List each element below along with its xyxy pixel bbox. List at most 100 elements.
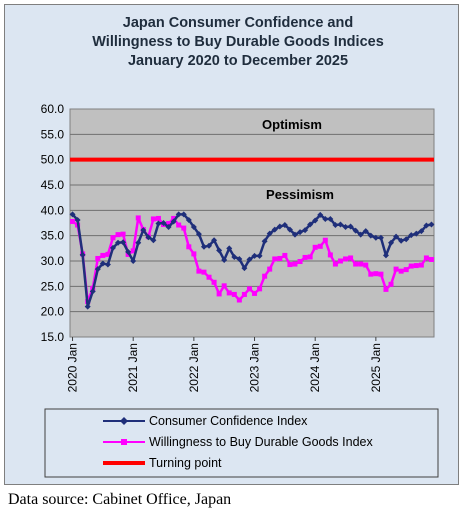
data-point xyxy=(105,251,111,257)
data-point xyxy=(272,256,278,262)
data-point xyxy=(362,228,369,235)
data-point xyxy=(155,215,161,221)
data-point xyxy=(150,216,156,222)
data-point xyxy=(277,255,283,261)
data-point xyxy=(282,252,288,258)
data-point xyxy=(423,255,429,261)
data-point xyxy=(382,252,389,259)
data-point xyxy=(257,286,263,292)
y-tick-label: 55.0 xyxy=(41,127,65,141)
data-point xyxy=(367,232,374,239)
data-point xyxy=(271,226,278,233)
data-point xyxy=(79,251,86,258)
data-point xyxy=(89,288,96,295)
data-point xyxy=(428,221,435,228)
data-point xyxy=(373,271,379,277)
x-tick-label: 2020 Jan xyxy=(66,343,80,392)
y-tick-label: 20.0 xyxy=(41,305,65,319)
data-point xyxy=(252,290,258,296)
chart-title: Japan Consumer Confidence and Willingnes… xyxy=(92,15,384,69)
data-point xyxy=(408,232,415,239)
data-point xyxy=(120,239,127,246)
data-point xyxy=(186,244,192,250)
data-point xyxy=(357,231,364,238)
data-point xyxy=(307,254,313,260)
data-point xyxy=(110,235,116,241)
x-tick-label: 2022 Jan xyxy=(187,343,201,392)
x-axis-ticks: 2020 Jan 2021 Jan 2022 Jan 2023 Jan 2024 Jan… xyxy=(66,337,383,392)
data-point xyxy=(297,259,303,265)
data-point xyxy=(70,218,76,224)
y-tick-label: 15.0 xyxy=(41,330,65,344)
data-point xyxy=(221,283,227,289)
x-tick-label: 2024 Jan xyxy=(308,343,322,392)
data-point xyxy=(155,220,162,227)
legend-marker-willingness xyxy=(121,439,127,445)
data-point xyxy=(378,271,384,277)
data-point xyxy=(251,252,258,259)
data-point xyxy=(363,262,369,268)
data-point xyxy=(84,303,91,310)
data-point xyxy=(231,291,237,297)
legend-label-consumer-confidence: Consumer Confidence Index xyxy=(149,414,308,428)
data-point xyxy=(337,258,343,264)
data-point xyxy=(332,261,338,267)
pessimism-label: Pessimism xyxy=(266,187,334,202)
data-point xyxy=(337,221,344,228)
data-point xyxy=(181,225,187,231)
data-point xyxy=(246,286,252,292)
data-point xyxy=(211,279,217,285)
data-point xyxy=(115,232,121,238)
data-point xyxy=(160,220,167,226)
legend-marker-consumer-confidence xyxy=(120,417,128,425)
data-point xyxy=(135,239,142,246)
data-point xyxy=(226,245,233,252)
data-point xyxy=(175,211,182,218)
data-point xyxy=(206,242,213,249)
data-point xyxy=(99,260,106,267)
data-point xyxy=(413,230,420,237)
data-point xyxy=(150,237,157,244)
data-point xyxy=(201,269,207,275)
data-point xyxy=(69,211,76,218)
data-point xyxy=(191,251,197,257)
y-tick-label: 25.0 xyxy=(41,279,65,293)
plot-area xyxy=(69,108,435,338)
y-tick-label: 35.0 xyxy=(41,229,65,243)
data-point xyxy=(307,221,314,228)
data-point xyxy=(352,227,359,234)
data-point xyxy=(418,262,424,268)
data-point xyxy=(312,244,318,250)
legend-item-turning-point: Turning point xyxy=(103,456,222,470)
title-line-1: Japan Consumer Confidence and xyxy=(123,15,353,31)
title-line-2: Willingness to Buy Durable Goods Indices xyxy=(92,34,384,50)
data-point xyxy=(236,255,243,262)
data-source-note: Data source: Cabinet Office, Japan xyxy=(8,491,232,508)
data-point xyxy=(125,248,132,255)
x-tick-label: 2023 Jan xyxy=(248,343,262,392)
data-point xyxy=(393,233,400,240)
data-point xyxy=(358,261,364,267)
data-point xyxy=(281,222,288,229)
data-point xyxy=(377,234,384,241)
y-tick-label: 60.0 xyxy=(41,102,65,116)
chart-frame: Japan Consumer Confidence and Willingnes… xyxy=(4,4,459,485)
data-point xyxy=(130,258,137,264)
data-point xyxy=(171,215,177,221)
data-point xyxy=(95,255,101,261)
data-point xyxy=(398,268,404,274)
data-point xyxy=(398,237,405,244)
data-point xyxy=(221,256,228,263)
data-point xyxy=(100,252,106,258)
data-point xyxy=(372,234,379,241)
data-point xyxy=(140,227,147,234)
data-point xyxy=(317,211,324,218)
data-point xyxy=(368,271,374,277)
data-point xyxy=(120,231,126,237)
data-point xyxy=(94,266,101,273)
data-point xyxy=(403,236,410,243)
data-point xyxy=(428,256,434,262)
data-point xyxy=(261,238,268,245)
data-point xyxy=(327,215,334,222)
data-point xyxy=(165,224,172,231)
